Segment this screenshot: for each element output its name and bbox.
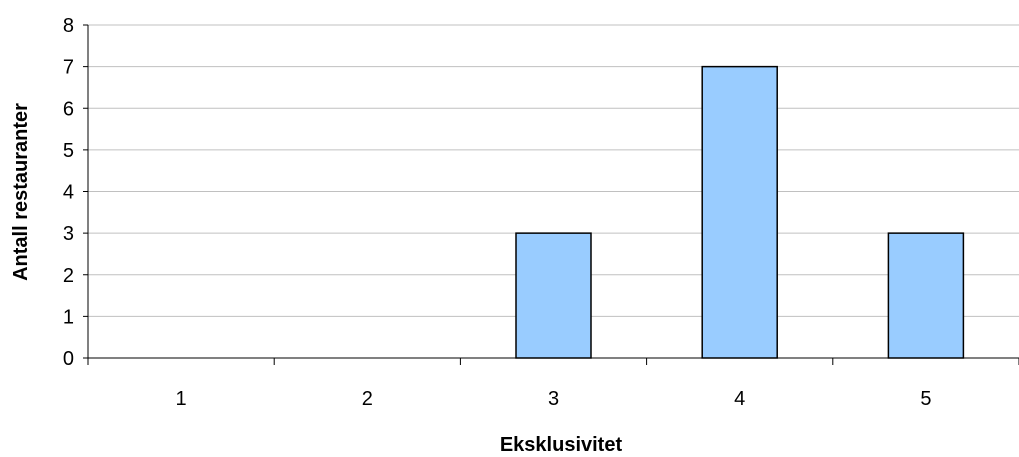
- y-tick-label-4: 4: [63, 182, 74, 204]
- y-tick-label-7: 7: [63, 57, 74, 79]
- y-tick-label-8: 8: [63, 15, 74, 37]
- x-tick-label-3: 3: [548, 388, 559, 410]
- x-tick-label-5: 5: [920, 388, 931, 410]
- y-tick-label-3: 3: [63, 223, 74, 245]
- bar-4: [701, 65, 778, 359]
- x-tick-label-2: 2: [362, 388, 373, 410]
- x-tick-label-4: 4: [734, 388, 745, 410]
- y-tick-label-2: 2: [63, 265, 74, 287]
- y-axis-ticks: 0 1 2 3 4 5 6 7 8: [63, 15, 88, 370]
- x-axis-ticks: 1 2 3 4 5: [87, 358, 1019, 410]
- y-tick-label-5: 5: [63, 140, 74, 162]
- x-tick-label-1: 1: [176, 388, 187, 410]
- y-axis-title: Antall restauranter: [10, 103, 32, 281]
- y-tick-label-1: 1: [63, 306, 74, 328]
- y-tick-label-6: 6: [63, 98, 74, 120]
- bars: [515, 65, 965, 359]
- bar-5: [887, 232, 965, 359]
- bar-3: [515, 232, 592, 359]
- y-tick-label-0: 0: [63, 348, 74, 370]
- x-axis-title: Eksklusivitet: [500, 434, 623, 456]
